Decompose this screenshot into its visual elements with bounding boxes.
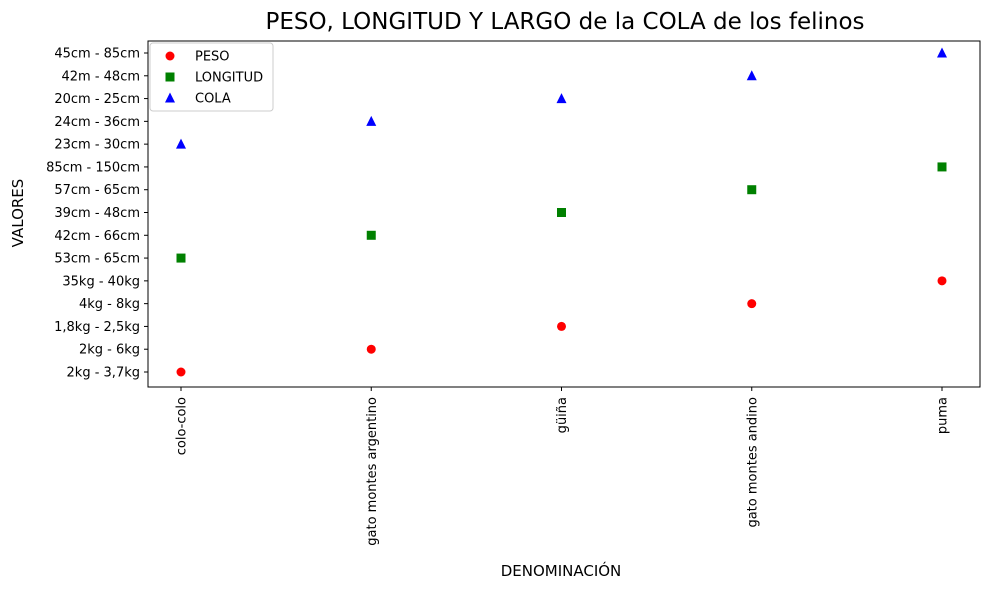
legend-cola-label: COLA [195, 92, 231, 107]
longitud-point-puma [937, 162, 947, 172]
x-tick-label: gato montes argentino [365, 397, 380, 546]
x-tick-label: gato montes andino [745, 397, 760, 528]
y-tick-label: 1,8kg - 2,5kg [54, 320, 140, 335]
longitud-point-gato-montes-andino [747, 185, 757, 195]
legend-peso-label: PESO [195, 50, 230, 65]
y-axis: 2kg - 3,7kg 2kg - 6kg 1,8kg - 2,5kg 4kg - … [46, 47, 148, 381]
legend-cola-marker [165, 92, 175, 103]
cola-point-puma [937, 47, 947, 58]
peso-point-gato-montes-argentino [366, 344, 376, 354]
chart-title: PESO, LONGITUD Y LARGO de la COLA de los… [265, 9, 864, 35]
y-tick-label: 42cm - 66cm [54, 229, 140, 244]
x-tick-label: colo-colo [175, 397, 190, 455]
peso-point-puma [937, 276, 947, 286]
y-tick-label: 24cm - 36cm [54, 115, 140, 130]
y-axis-label: VALORES [9, 179, 27, 248]
legend: PESO LONGITUD COLA [149, 42, 274, 112]
plot-frame [147, 40, 981, 388]
y-tick-label: 42m - 48cm [61, 69, 140, 84]
cola-point-gato-montes-andino [746, 70, 757, 81]
y-tick-label: 45cm - 85cm [54, 47, 140, 62]
y-tick-label: 2kg - 3,7kg [67, 366, 140, 381]
y-tick-label: 2kg - 6kg [79, 343, 140, 358]
y-tick-label: 53cm - 65cm [54, 252, 140, 267]
peso-point-güiña [557, 321, 566, 331]
peso-point-gato-montes-andino [747, 299, 757, 309]
peso-point-colo-colo [176, 367, 186, 377]
x-tick-label: puma [936, 397, 951, 434]
y-tick-label: 20cm - 25cm [54, 92, 140, 107]
legend-longitud-label: LONGITUD [195, 71, 263, 86]
cola-point-gato-montes-argentino [366, 115, 377, 126]
legend-box [149, 42, 274, 112]
y-tick-label: 35kg - 40kg [62, 274, 140, 289]
longitud-point-gato-montes-argentino [366, 230, 376, 240]
legend-peso-marker [165, 51, 175, 61]
y-tick-label: 4kg - 8kg [79, 297, 140, 312]
cola-point-colo-colo [176, 138, 186, 149]
y-tick-label: 39cm - 48cm [54, 206, 140, 221]
longitud-point-colo-colo [176, 253, 186, 263]
plot-area [147, 40, 981, 388]
y-tick-label: 57cm - 65cm [54, 183, 140, 198]
x-axis-label: DENOMINACIÓN [501, 561, 622, 580]
legend-longitud-marker [165, 72, 175, 82]
x-axis: colo-colo gato montes argentino güiña gato … [175, 387, 951, 546]
data-points [176, 47, 947, 377]
y-tick-label: 85cm - 150cm [46, 160, 140, 175]
cola-point-güiña [556, 93, 567, 104]
x-tick-label: güiña [555, 397, 570, 433]
longitud-point-güiña [557, 208, 566, 217]
y-tick-label: 23cm - 30cm [54, 138, 140, 153]
